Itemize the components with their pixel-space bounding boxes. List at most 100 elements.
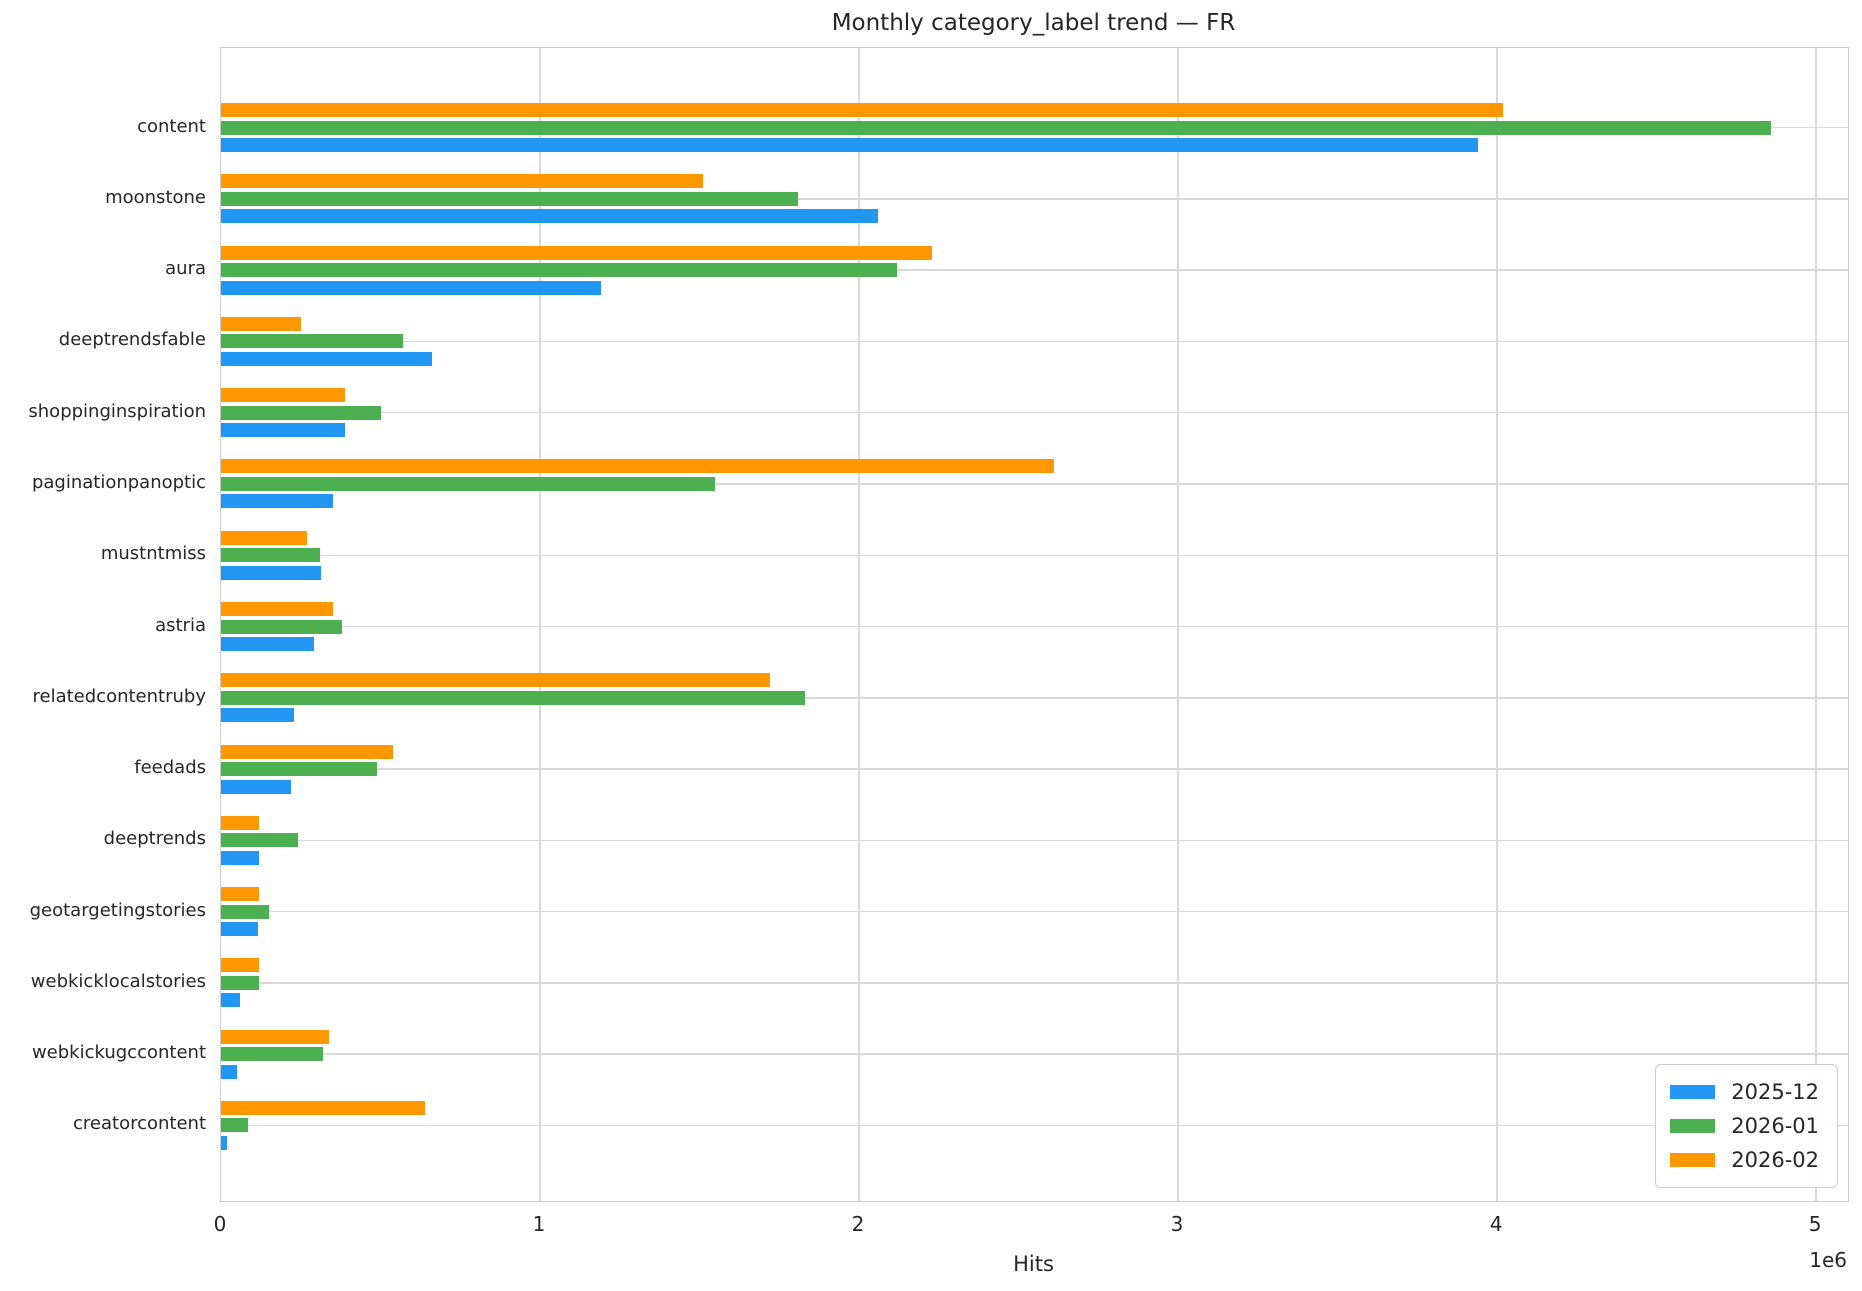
bar-deeptrends-2026-02 [221, 815, 260, 830]
bar-aura-2026-02 [221, 245, 933, 260]
bar-deeptrends-2025-12 [221, 850, 260, 865]
bar-webkickugccontent-2025-12 [221, 1064, 237, 1079]
bar-moonstone-2025-12 [221, 209, 879, 224]
horizontal-gridline [221, 411, 1848, 414]
bar-shoppinginspiration-2025-12 [221, 423, 346, 438]
bar-paginationpanoptic-2026-01 [221, 476, 716, 491]
bar-paginationpanoptic-2026-02 [221, 459, 1054, 474]
y-tick-label-aura: aura [165, 258, 206, 280]
x-tick-label-1: 1 [532, 1212, 546, 1236]
bar-webkicklocalstories-2025-12 [221, 993, 241, 1008]
legend-label: 2025-12 [1731, 1080, 1819, 1104]
horizontal-gridline [221, 554, 1848, 556]
bar-relatedcontentruby-2026-02 [221, 673, 770, 688]
bar-aura-2026-01 [221, 263, 898, 278]
bar-relatedcontentruby-2025-12 [221, 708, 295, 723]
legend-swatch-2026-01 [1670, 1119, 1716, 1133]
y-tick-label-moonstone: moonstone [105, 186, 206, 208]
horizontal-gridline [221, 982, 1848, 984]
y-tick-label-mustntmiss: mustntmiss [100, 543, 206, 565]
y-tick-label-astria: astria [155, 614, 206, 636]
bar-content-2026-01 [221, 120, 1772, 135]
x-tick-label-5: 5 [1808, 1212, 1822, 1236]
horizontal-gridline [221, 269, 1848, 271]
legend-item-2025-12: 2025-12 [1670, 1075, 1819, 1109]
bar-shoppinginspiration-2026-01 [221, 405, 381, 420]
bar-deeptrendsfable-2026-02 [221, 316, 301, 331]
y-tick-label-webkicklocalstories: webkicklocalstories [30, 970, 206, 992]
bar-feedads-2026-01 [221, 762, 378, 777]
horizontal-gridline [221, 768, 1848, 770]
legend-label: 2026-01 [1731, 1114, 1819, 1138]
bar-creatorcontent-2026-01 [221, 1118, 249, 1133]
legend: 2025-12 2026-01 2026-02 [1655, 1064, 1838, 1188]
bar-deeptrendsfable-2025-12 [221, 351, 432, 366]
legend-item-2026-02: 2026-02 [1670, 1143, 1819, 1177]
bar-paginationpanoptic-2025-12 [221, 494, 333, 509]
bar-moonstone-2026-02 [221, 174, 703, 189]
y-tick-label-creatorcontent: creatorcontent [73, 1113, 206, 1135]
vertical-gridline [539, 48, 541, 1201]
bar-deeptrends-2026-01 [221, 833, 298, 848]
horizontal-gridline [221, 198, 1848, 200]
y-tick-label-deeptrendsfable: deeptrendsfable [58, 329, 206, 351]
x-tick-label-3: 3 [1170, 1212, 1184, 1236]
bar-mustntmiss-2025-12 [221, 565, 322, 580]
vertical-gridline [1496, 48, 1498, 1201]
bar-creatorcontent-2026-02 [221, 1100, 426, 1115]
chart-title: Monthly category_label trend — FR [831, 10, 1236, 36]
vertical-gridline [1815, 48, 1817, 1201]
bar-mustntmiss-2026-02 [221, 530, 308, 545]
bar-creatorcontent-2025-12 [221, 1135, 228, 1150]
y-tick-label-feedads: feedads [134, 757, 206, 779]
legend-swatch-2025-12 [1670, 1085, 1716, 1099]
x-tick-label-0: 0 [213, 1212, 227, 1236]
horizontal-gridline [221, 1053, 1848, 1055]
bar-webkicklocalstories-2026-02 [221, 958, 260, 973]
y-tick-label-geotargetingstories: geotargetingstories [29, 899, 206, 921]
y-tick-label-content: content [137, 115, 206, 137]
bar-moonstone-2026-01 [221, 191, 799, 206]
horizontal-gridline [221, 839, 1848, 842]
bar-astria-2025-12 [221, 637, 314, 652]
horizontal-gridline [221, 1124, 1848, 1127]
bar-feedads-2026-02 [221, 744, 394, 759]
legend-swatch-2026-02 [1670, 1153, 1716, 1167]
horizontal-gridline [221, 910, 1848, 913]
bar-webkicklocalstories-2026-01 [221, 975, 260, 990]
legend-item-2026-01: 2026-01 [1670, 1109, 1819, 1143]
legend-label: 2026-02 [1731, 1148, 1819, 1172]
horizontal-gridline [221, 625, 1848, 628]
bar-geotargetingstories-2026-01 [221, 904, 269, 919]
bar-content-2026-02 [221, 103, 1504, 118]
x-axis-offset-label: 1e6 [1809, 1248, 1847, 1272]
bar-shoppinginspiration-2026-02 [221, 388, 346, 403]
bar-content-2025-12 [221, 138, 1478, 153]
bar-deeptrendsfable-2026-01 [221, 334, 403, 349]
x-tick-label-4: 4 [1489, 1212, 1503, 1236]
horizontal-gridline [221, 697, 1848, 699]
horizontal-gridline [221, 483, 1848, 485]
x-tick-label-2: 2 [851, 1212, 865, 1236]
bar-mustntmiss-2026-01 [221, 548, 320, 563]
plot-area: 2025-12 2026-01 2026-02 [220, 47, 1849, 1202]
bar-feedads-2025-12 [221, 779, 292, 794]
y-tick-label-paginationpanoptic: paginationpanoptic [31, 471, 206, 493]
bar-webkickugccontent-2026-02 [221, 1029, 330, 1044]
horizontal-gridline [221, 340, 1848, 343]
bar-geotargetingstories-2025-12 [221, 922, 258, 937]
x-axis-label: Hits [1013, 1252, 1054, 1276]
bar-astria-2026-02 [221, 602, 333, 617]
bar-relatedcontentruby-2026-01 [221, 690, 805, 705]
y-tick-label-relatedcontentruby: relatedcontentruby [32, 685, 206, 707]
bar-aura-2025-12 [221, 280, 601, 295]
bar-geotargetingstories-2026-02 [221, 887, 260, 902]
bar-webkickugccontent-2026-01 [221, 1047, 324, 1062]
vertical-gridline [1177, 48, 1179, 1201]
y-tick-label-webkickugccontent: webkickugccontent [31, 1042, 206, 1064]
y-tick-label-shoppinginspiration: shoppinginspiration [28, 400, 206, 422]
y-tick-label-deeptrends: deeptrends [103, 828, 206, 850]
vertical-gridline [858, 48, 860, 1201]
bar-astria-2026-01 [221, 619, 343, 634]
